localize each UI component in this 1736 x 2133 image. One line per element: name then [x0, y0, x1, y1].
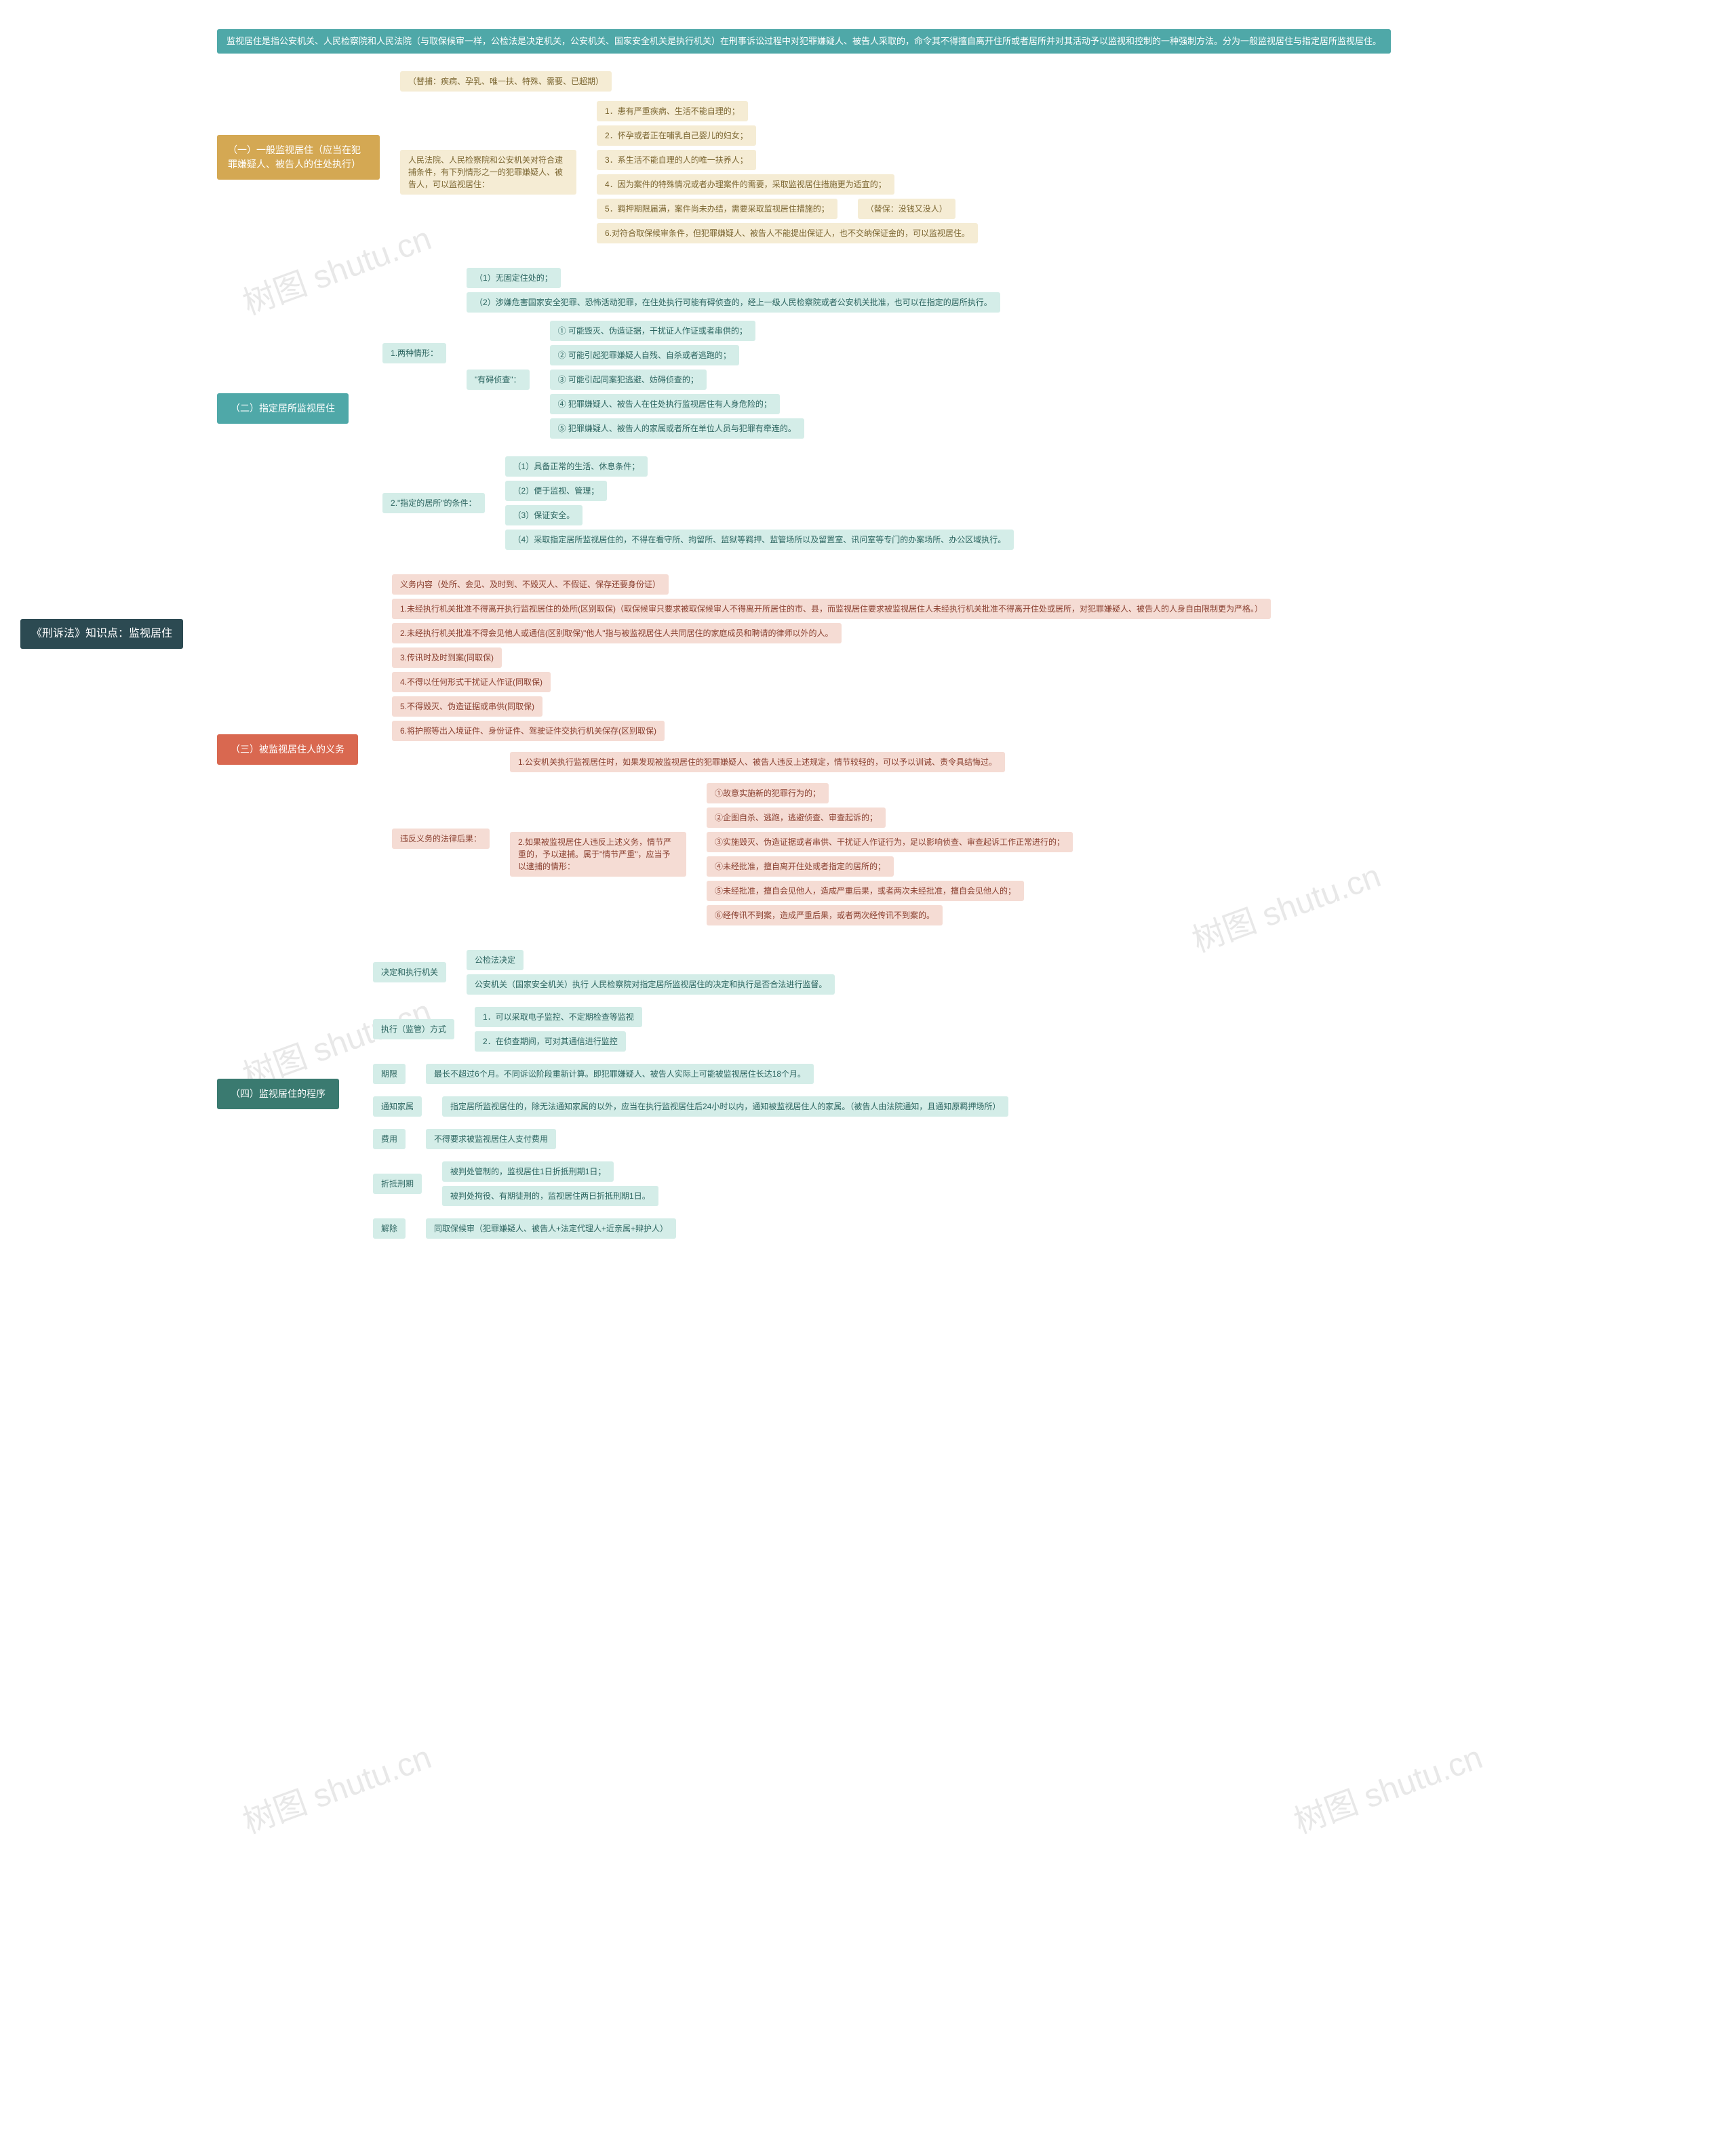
s4-group-6-label: 解除	[373, 1218, 406, 1239]
s1-cond-intro: 人民法院、人民检察院和公安机关对符合逮捕条件，有下列情形之一的犯罪嫌疑人、被告人…	[400, 150, 576, 195]
s3-conseq-b-5: ⑤未经批准，擅自会见他人，造成严重后果，或者两次未经批准，擅自会见他人的；	[707, 881, 1024, 901]
s4-g2-item-0: 最长不超过6个月。不同诉讼阶段重新计算。即犯罪嫌疑人、被告人实际上可能被监视居住…	[426, 1064, 814, 1084]
s2-g2-item-3: （3）保证安全。	[505, 505, 583, 525]
root-children: 监视居住是指公安机关、人民检察院和人民法院（与取保候审一样，公检法是决定机关，公…	[217, 27, 1391, 1241]
s1-item-5: 5．羁押期限届满，案件尚未办结，需要采取监视居住措施的；	[597, 199, 837, 219]
s4-g6-item-0: 同取保候审（犯罪嫌疑人、被告人+法定代理人+近亲属+辩护人）	[426, 1218, 676, 1239]
s2-g1-a: （1）无固定住处的；	[467, 268, 561, 288]
s2-obstruct-5: ⑤ 犯罪嫌疑人、被告人的家属或者所在单位人员与犯罪有牵连的。	[550, 418, 804, 439]
intro-node: 监视居住是指公安机关、人民检察院和人民法院（与取保候审一样，公检法是决定机关，公…	[217, 29, 1391, 54]
watermark: 树图 shutu.cn	[235, 1730, 437, 1842]
s3-summary: 义务内容（处所、会见、及时到、不毁灭人、不假证、保存还要身份证）	[392, 574, 669, 595]
s3-conseq-b-label: 2.如果被监视居住人违反上述义务，情节严重的，予以逮捕。属于"情节严重"，应当予…	[510, 832, 686, 877]
s3-conseq-b-4: ④未经批准，擅自离开住处或者指定的居所的；	[707, 856, 894, 877]
s3-item-4: 4.不得以任何形式干扰证人作证(同取保)	[392, 672, 551, 692]
s4-group-5-label: 折抵刑期	[373, 1174, 422, 1194]
s3-conseq-label: 违反义务的法律后果：	[392, 829, 490, 849]
root-node: 《刑诉法》知识点：监视居住	[20, 619, 183, 649]
s4-g0-item-0: 公检法决定	[467, 950, 524, 970]
s4-g1-item-1: 2．在侦查期间，可对其通信进行监控	[475, 1031, 626, 1052]
s4-g1-item-0: 1．可以采取电子监控、不定期检查等监视	[475, 1007, 642, 1027]
s1-item-4: 4．因为案件的特殊情况或者办理案件的需要，采取监视居住措施更为适宜的；	[597, 174, 894, 195]
section-2-title: （二）指定居所监视居住	[217, 393, 349, 424]
s3-conseq-b-2: ②企图自杀、逃跑，逃避侦查、审查起诉的；	[707, 808, 886, 828]
s4-group-3-label: 通知家属	[373, 1096, 422, 1117]
s2-obstruct-2: ② 可能引起犯罪嫌疑人自残、自杀或者逃跑的；	[550, 345, 739, 365]
section-4-title: （四）监视居住的程序	[217, 1079, 339, 1109]
s2-g1-label: 1.两种情形：	[382, 343, 446, 363]
watermark: 树图 shutu.cn	[1286, 1730, 1488, 1842]
s1-item-6: 6.对符合取保候审条件，但犯罪嫌疑人、被告人不能提出保证人，也不交纳保证金的，可…	[597, 223, 978, 243]
s2-g2-label: 2."指定的居所"的条件：	[382, 493, 485, 513]
s2-g2-item-1: （1）具备正常的生活、休息条件；	[505, 456, 648, 477]
s2-g2-item-4: （4）采取指定居所监视居住的，不得在看守所、拘留所、监狱等羁押、监管场所以及留置…	[505, 530, 1014, 550]
s3-item-3: 3.传讯时及时到案(同取保)	[392, 647, 502, 668]
s2-obstruct-label: "有碍侦查"：	[467, 370, 530, 390]
s4-g0-item-1: 公安机关（国家安全机关）执行 人民检察院对指定居所监视居住的决定和执行是否合法进…	[467, 974, 835, 995]
s4-g4-item-0: 不得要求被监视居住人支付费用	[426, 1129, 556, 1149]
mindmap-root-row: 《刑诉法》知识点：监视居住 监视居住是指公安机关、人民检察院和人民法院（与取保候…	[20, 27, 1716, 1241]
s2-obstruct-4: ④ 犯罪嫌疑人、被告人在住处执行监视居住有人身危险的；	[550, 394, 780, 414]
s4-g3-item-0: 指定居所监视居住的，除无法通知家属的以外，应当在执行监视居住后24小时以内，通知…	[442, 1096, 1008, 1117]
s1-item-3: 3．系生活不能自理的人的唯一扶养人；	[597, 150, 756, 170]
s3-item-5: 5.不得毁灭、伪造证据或串供(同取保)	[392, 696, 542, 717]
s2-g1-b: （2）涉嫌危害国家安全犯罪、恐怖活动犯罪，在住处执行可能有碍侦查的，经上一级人民…	[467, 292, 1000, 313]
s3-conseq-b-3: ③实施毁灭、伪造证据或者串供、干扰证人作证行为，足以影响侦查、审查起诉工作正常进…	[707, 832, 1073, 852]
s4-g5-item-1: 被判处拘役、有期徒刑的，监视居住两日折抵刑期1日。	[442, 1186, 658, 1206]
s2-obstruct-1: ① 可能毁灭、伪造证据，干扰证人作证或者串供的；	[550, 321, 755, 341]
s3-item-2: 2.未经执行机关批准不得会见他人或通信(区别取保)"他人"指与被监视居住人共同居…	[392, 623, 842, 643]
s4-group-1-label: 执行（监管）方式	[373, 1019, 454, 1039]
s1-item-2: 2．怀孕或者正在哺乳自己婴儿的妇女；	[597, 125, 756, 146]
s1-item-5-note: （替保：没钱又没人）	[858, 199, 955, 219]
section-3-title: （三）被监视居住人的义务	[217, 734, 358, 765]
s4-g5-item-0: 被判处管制的，监视居住1日折抵刑期1日；	[442, 1161, 614, 1182]
s4-group-2-label: 期限	[373, 1064, 406, 1084]
s2-g2-item-2: （2）便于监视、管理；	[505, 481, 608, 501]
s2-obstruct-3: ③ 可能引起同案犯逃避、妨碍侦查的；	[550, 370, 707, 390]
s3-item-6: 6.将护照等出入境证件、身份证件、驾驶证件交执行机关保存(区别取保)	[392, 721, 665, 741]
s1-item-1: 1．患有严重疾病、生活不能自理的；	[597, 101, 748, 121]
section-1-title: （一）一般监视居住（应当在犯罪嫌疑人、被告人的住处执行）	[217, 135, 380, 180]
s3-conseq-b-6: ⑥经传讯不到案，造成严重后果，或者两次经传讯不到案的。	[707, 905, 943, 925]
s4-group-4-label: 费用	[373, 1129, 406, 1149]
s4-group-0-label: 决定和执行机关	[373, 962, 446, 982]
s3-conseq-a: 1.公安机关执行监视居住时，如果发现被监视居住的犯罪嫌疑人、被告人违反上述规定，…	[510, 752, 1005, 772]
s3-conseq-b-1: ①故意实施新的犯罪行为的；	[707, 783, 829, 803]
s3-item-1: 1.未经执行机关批准不得离开执行监视居住的处所(区别取保)（取保候审只要求被取保…	[392, 599, 1271, 619]
s1-note: （替捕：疾病、孕乳、唯一扶、特殊、需要、已超期）	[400, 71, 612, 92]
